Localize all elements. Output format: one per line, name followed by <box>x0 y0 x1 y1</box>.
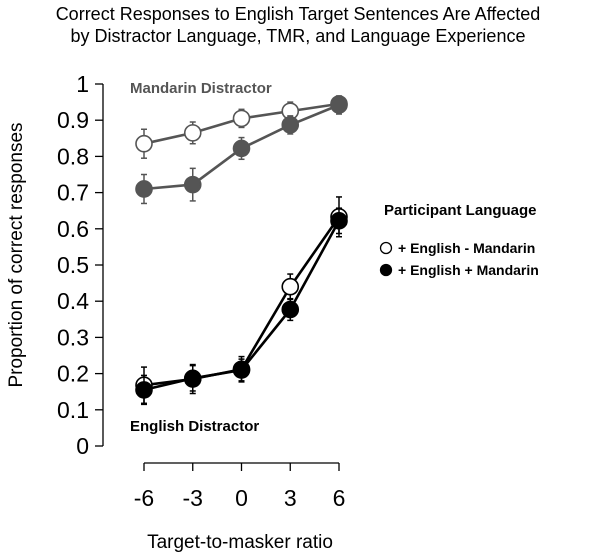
data-point <box>183 175 202 194</box>
data-point <box>232 361 251 379</box>
data-point <box>183 369 202 388</box>
x-tick-label: -3 <box>183 485 203 511</box>
legend-label-bilingual: + English + Mandarin <box>398 262 539 278</box>
y-tick-label: 0.7 <box>57 180 89 206</box>
y-tick-label: 0.8 <box>57 143 89 169</box>
series-3 <box>135 207 348 406</box>
series-1 <box>135 95 348 205</box>
data-point <box>281 277 300 296</box>
legend-label-english-only: + English - Mandarin <box>398 240 535 256</box>
annotation-english-distractor: English Distractor <box>130 418 259 435</box>
y-axis-title: Proportion of correct responses <box>6 122 27 387</box>
legend: Participant Language + English - Mandari… <box>379 202 539 278</box>
y-tick-label: 0 <box>76 433 89 459</box>
data-point <box>183 124 202 142</box>
chart-title-line1: Correct Responses to English Target Sent… <box>56 4 541 24</box>
legend-title: Participant Language <box>384 202 537 219</box>
y-tick-label: 0.9 <box>57 107 89 133</box>
x-tick-label: 3 <box>284 485 297 511</box>
data-point <box>330 96 348 114</box>
data-point <box>135 134 153 153</box>
data-point <box>330 212 348 230</box>
y-tick-label: 0.5 <box>57 252 89 278</box>
chart-title-line2: by Distractor Language, TMR, and Languag… <box>71 26 526 46</box>
y-tick-label: 0.2 <box>57 361 89 387</box>
legend-marker-filled <box>379 263 393 277</box>
x-tick-label: -6 <box>134 485 154 511</box>
data-point <box>232 139 251 158</box>
y-tick-label: 0.6 <box>57 216 89 242</box>
y-tick-label: 0.3 <box>57 324 89 350</box>
data-point <box>135 180 153 198</box>
y-tick-label: 0.1 <box>57 397 89 423</box>
x-axis-title: Target-to-masker ratio <box>147 532 333 553</box>
data-point <box>232 109 251 128</box>
data-point <box>281 116 300 134</box>
data-point <box>281 300 300 319</box>
y-tick-label: 1 <box>76 71 89 97</box>
x-tick-label: 0 <box>235 485 248 511</box>
data-point <box>135 381 153 399</box>
annotation-mandarin-distractor: Mandarin Distractor <box>130 80 272 97</box>
legend-marker-open <box>379 241 393 255</box>
x-tick-label: 6 <box>333 485 346 511</box>
y-tick-label: 0.4 <box>57 288 89 314</box>
